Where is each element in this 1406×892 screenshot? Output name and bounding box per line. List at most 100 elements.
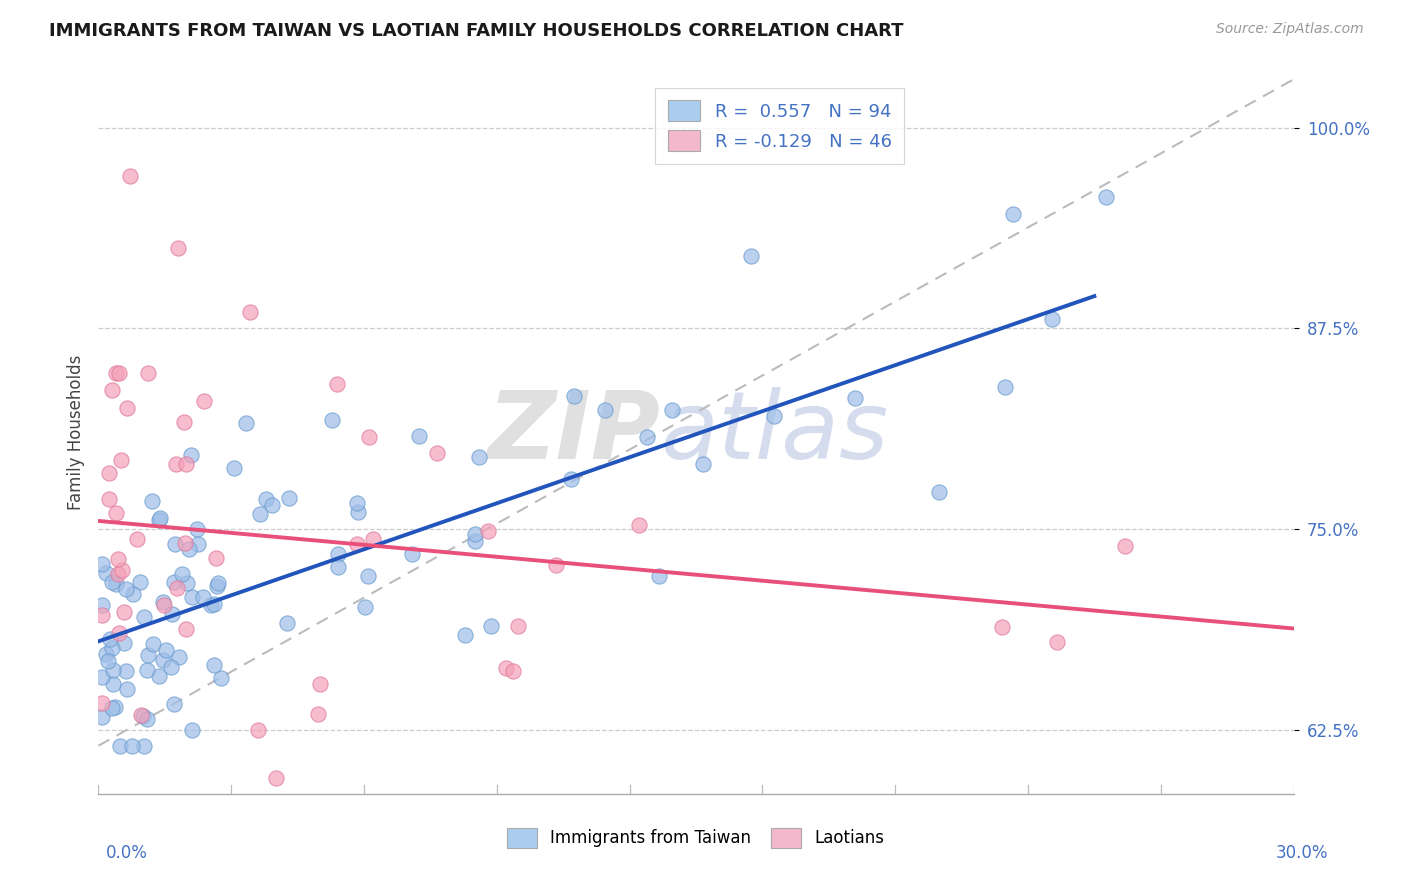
Point [132,739,155,753]
Point [136,663,159,677]
Point [100,640,122,655]
Point [928,485,950,500]
Point [648,569,671,583]
Point [112,635,135,649]
Point [202,657,225,672]
Point [260,498,283,512]
Point [101,575,124,590]
Point [309,676,332,690]
Point [104,366,127,380]
Point [193,394,215,409]
Point [107,552,129,566]
Point [502,664,524,678]
Point [114,664,136,678]
Point [91,696,114,710]
Point [91,670,114,684]
Point [426,446,449,460]
Point [544,558,567,573]
Y-axis label: Family Households: Family Households [66,355,84,510]
Point [321,413,343,427]
Point [354,600,377,615]
Point [176,576,198,591]
Point [163,574,186,589]
Point [186,537,208,551]
Point [467,450,489,464]
Point [91,558,114,572]
Point [129,708,152,723]
Point [1001,206,1024,220]
Point [122,587,145,601]
Point [173,415,195,429]
Point [508,618,530,632]
Point [135,712,157,726]
Point [692,457,714,471]
Point [740,249,762,263]
Point [91,598,114,612]
Point [181,590,204,604]
Point [167,241,190,255]
Point [401,547,423,561]
Point [174,622,197,636]
Point [108,625,131,640]
Point [148,511,170,525]
Point [163,698,186,712]
Point [166,581,188,595]
Point [593,403,616,417]
Point [105,506,128,520]
Point [363,532,385,546]
Point [169,649,191,664]
Text: Source: ZipAtlas.com: Source: ZipAtlas.com [1216,22,1364,37]
Point [155,643,177,657]
Point [148,669,170,683]
Point [307,706,329,721]
Point [165,458,187,472]
Point [112,605,135,619]
Point [464,527,486,541]
Text: atlas: atlas [661,387,889,478]
Point [347,505,370,519]
Point [408,429,430,443]
Point [152,595,174,609]
Point [177,541,200,556]
Point [326,560,349,574]
Point [180,448,202,462]
Point [98,632,121,646]
Point [107,567,129,582]
Point [110,453,132,467]
Point [125,532,148,546]
Point [132,609,155,624]
Point [464,534,486,549]
Point [115,682,138,697]
Point [562,389,585,403]
Point [207,578,229,592]
Point [661,402,683,417]
Text: IMMIGRANTS FROM TAIWAN VS LAOTIAN FAMILY HOUSEHOLDS CORRELATION CHART: IMMIGRANTS FROM TAIWAN VS LAOTIAN FAMILY… [49,22,904,40]
Point [91,710,114,724]
Point [1040,312,1063,326]
Point [98,466,121,480]
Point [160,607,183,621]
Point [131,709,153,723]
Point [346,537,368,551]
Point [193,590,215,604]
Point [357,569,380,583]
Point [254,491,277,506]
Point [105,576,128,591]
Point [141,494,163,508]
Point [159,659,181,673]
Point [136,648,159,662]
Point [636,430,658,444]
Point [117,401,139,415]
Point [136,366,159,380]
Point [264,771,287,785]
Text: 30.0%: 30.0% [1277,844,1329,862]
Point [235,416,257,430]
Point [495,661,517,675]
Point [991,620,1014,634]
Point [844,392,866,406]
Point [200,598,222,612]
Point [246,723,269,737]
Point [129,574,152,589]
Legend: Immigrants from Taiwan, Laotians: Immigrants from Taiwan, Laotians [501,822,891,855]
Point [205,551,228,566]
